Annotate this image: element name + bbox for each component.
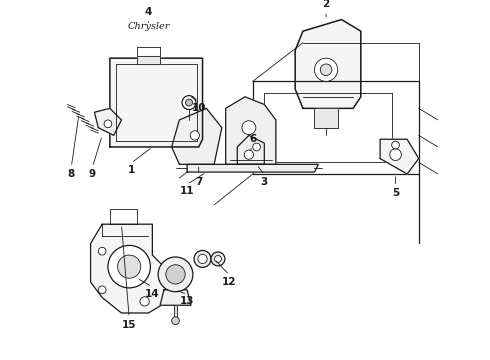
Circle shape <box>315 58 338 81</box>
Circle shape <box>320 64 332 76</box>
Polygon shape <box>237 135 264 165</box>
Text: 13: 13 <box>180 296 195 306</box>
Text: 5: 5 <box>392 188 399 198</box>
Circle shape <box>158 257 193 292</box>
Circle shape <box>104 120 112 128</box>
Text: 12: 12 <box>222 277 237 287</box>
Polygon shape <box>187 165 318 172</box>
Circle shape <box>98 247 106 255</box>
Polygon shape <box>91 224 168 313</box>
Polygon shape <box>226 97 276 165</box>
Text: 3: 3 <box>261 177 268 187</box>
Text: 4: 4 <box>145 7 152 17</box>
Circle shape <box>194 251 211 267</box>
Circle shape <box>215 256 221 262</box>
Polygon shape <box>110 58 202 147</box>
Circle shape <box>108 246 150 288</box>
Text: 6: 6 <box>249 134 256 144</box>
Text: 8: 8 <box>68 169 75 179</box>
Text: 15: 15 <box>122 320 136 329</box>
Polygon shape <box>295 19 361 108</box>
Polygon shape <box>172 108 222 165</box>
Circle shape <box>190 131 199 140</box>
Polygon shape <box>380 139 419 174</box>
Circle shape <box>98 286 106 294</box>
Circle shape <box>198 254 207 264</box>
Polygon shape <box>173 305 177 321</box>
Circle shape <box>253 143 261 151</box>
Circle shape <box>242 121 256 135</box>
Text: 2: 2 <box>322 0 330 9</box>
Polygon shape <box>95 108 122 135</box>
Text: 7: 7 <box>195 177 202 187</box>
Circle shape <box>211 252 225 266</box>
Circle shape <box>182 96 196 109</box>
Circle shape <box>392 141 399 149</box>
Circle shape <box>172 317 179 325</box>
Polygon shape <box>160 290 191 305</box>
Circle shape <box>390 149 401 161</box>
Polygon shape <box>137 56 160 64</box>
Text: 14: 14 <box>145 289 160 299</box>
Text: 10: 10 <box>192 103 206 113</box>
Text: 1: 1 <box>127 165 135 175</box>
Polygon shape <box>315 108 338 128</box>
Text: 11: 11 <box>180 186 195 196</box>
Circle shape <box>166 265 185 284</box>
Circle shape <box>186 99 193 106</box>
Text: Chrysler: Chrysler <box>127 22 170 31</box>
Circle shape <box>244 150 253 159</box>
Circle shape <box>118 255 141 278</box>
Circle shape <box>140 297 149 306</box>
Text: 9: 9 <box>89 169 96 179</box>
